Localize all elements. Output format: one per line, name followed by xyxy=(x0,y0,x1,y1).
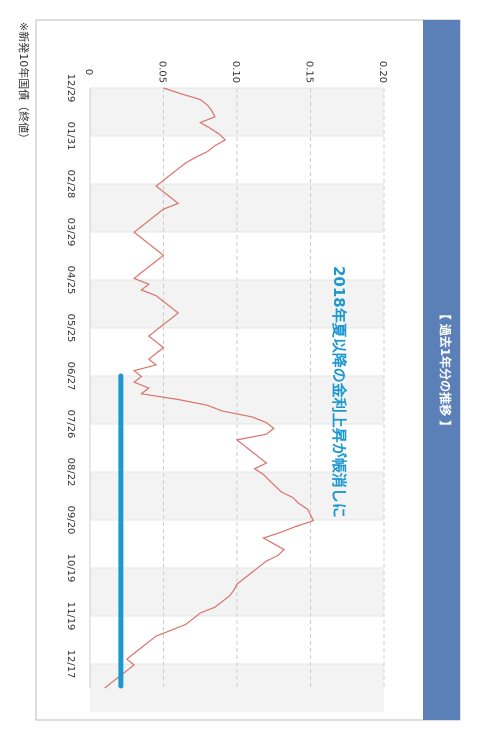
time-tick-label: 10/19 xyxy=(65,554,76,583)
time-tick-label: 11/19 xyxy=(65,602,76,631)
time-tick-label: 07/26 xyxy=(65,410,76,439)
time-tick-label: 04/25 xyxy=(65,266,76,295)
value-tick-label: 0.10 xyxy=(230,61,241,83)
header-bar xyxy=(423,20,460,720)
time-tick-label: 06/27 xyxy=(65,362,76,391)
time-tick-label: 09/20 xyxy=(65,506,76,535)
time-tick-label: 12/29 xyxy=(65,74,76,103)
time-tick-label: 03/29 xyxy=(65,218,76,247)
time-tick-label: 02/28 xyxy=(65,170,76,199)
value-tick-label: 0 xyxy=(83,69,94,75)
header-title: 【 過去1年分の推移 】 xyxy=(438,308,453,433)
footnote: ※新発10年国債（終値） xyxy=(17,22,31,144)
value-tick-label: 0.20 xyxy=(377,61,388,83)
value-tick-label: 0.15 xyxy=(304,61,315,83)
plot-area: 0 0.05 0.10 0.15 0.20 12/29 01/31 02/28 03/29 04/… xyxy=(65,61,388,712)
annotation-text: 2018年夏以降の金利上昇が帳消しに xyxy=(330,266,348,518)
time-tick-label: 01/31 xyxy=(65,122,76,151)
time-tick-label: 05/25 xyxy=(65,314,76,343)
time-tick-label: 12/17 xyxy=(65,650,76,679)
series-line xyxy=(104,87,315,689)
time-tick-label: 08/22 xyxy=(65,458,76,487)
value-tick-label: 0.05 xyxy=(157,61,168,83)
